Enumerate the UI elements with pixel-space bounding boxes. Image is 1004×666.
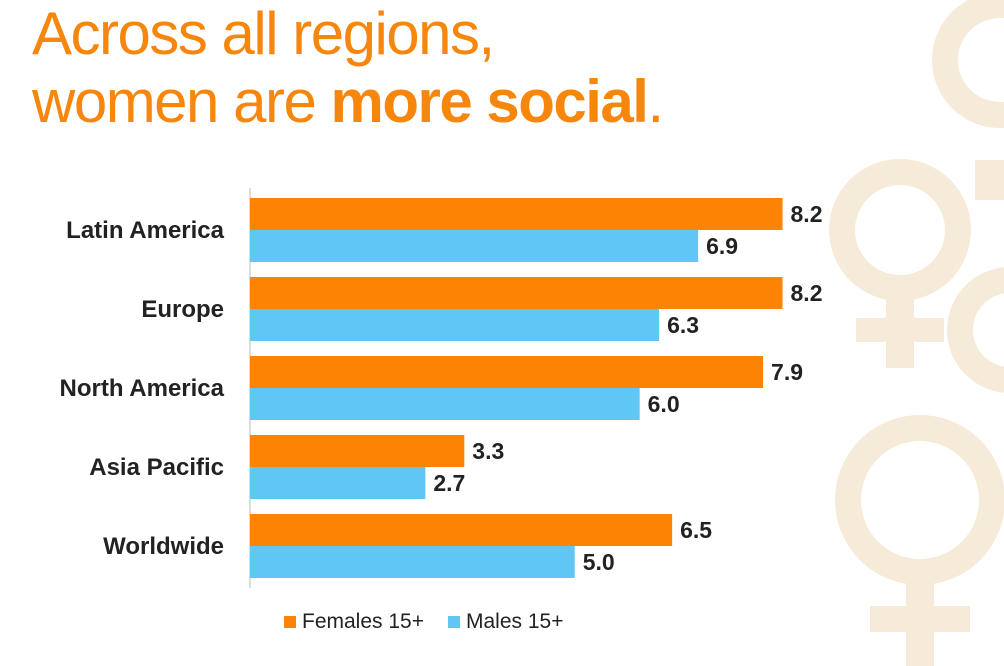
title-line-2-prefix: women are — [32, 68, 331, 135]
bar-females-north-america — [250, 356, 764, 388]
category-label-europe: Europe — [141, 296, 224, 323]
bar-males-asia-pacific — [250, 467, 426, 499]
title-line-2: women are more social. — [32, 68, 664, 135]
bar-females-europe — [250, 277, 783, 309]
value-label-males-asia-pacific: 2.7 — [433, 470, 465, 496]
bar-females-latin-america — [250, 198, 783, 230]
category-label-worldwide: Worldwide — [103, 533, 224, 560]
legend-swatch-females — [284, 616, 296, 628]
value-label-females-europe: 8.2 — [791, 280, 823, 306]
legend-item-females: Females 15+ — [284, 610, 424, 634]
bar-females-worldwide — [250, 514, 673, 546]
bar-males-worldwide — [250, 546, 575, 578]
legend-label-males: Males 15+ — [465, 610, 564, 633]
title-emphasis: more social — [330, 68, 649, 135]
value-label-females-worldwide: 6.5 — [680, 517, 712, 543]
bar-males-latin-america — [250, 230, 699, 262]
legend-item-males: Males 15+ — [447, 610, 564, 634]
bar-males-europe — [250, 309, 660, 341]
category-label-asia-pacific: Asia Pacific — [89, 454, 224, 481]
bar-males-north-america — [250, 388, 640, 420]
title-line-2-suffix: . — [647, 68, 664, 135]
value-label-males-north-america: 6.0 — [648, 391, 680, 417]
value-label-males-worldwide: 5.0 — [583, 549, 615, 575]
value-label-females-asia-pacific: 3.3 — [472, 438, 504, 464]
legend-swatch-males — [447, 616, 460, 628]
value-label-females-latin-america: 8.2 — [791, 201, 823, 227]
category-label-latin-america: Latin America — [66, 217, 224, 244]
page-title: Across all regions, women are more socia… — [32, 0, 664, 135]
title-line-1: Across all regions, — [32, 0, 495, 67]
legend-label-females: Females 15+ — [302, 610, 424, 633]
value-label-females-north-america: 7.9 — [771, 359, 803, 385]
value-label-males-europe: 6.3 — [667, 312, 699, 338]
chart-legend: Females 15+ Males 15+ — [284, 610, 587, 634]
bar-females-asia-pacific — [250, 435, 465, 467]
value-label-males-latin-america: 6.9 — [706, 233, 738, 259]
category-label-north-america: North America — [60, 375, 225, 402]
